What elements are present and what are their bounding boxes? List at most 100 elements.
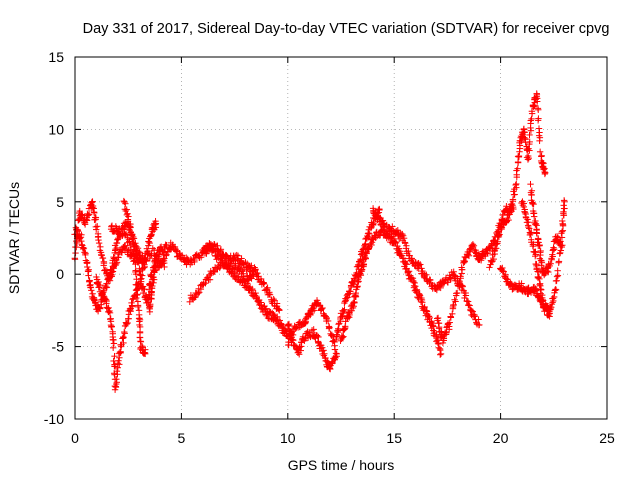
data-point bbox=[134, 254, 141, 261]
data-point bbox=[95, 278, 102, 286]
data-point bbox=[548, 256, 555, 263]
y-tick-label: -10 bbox=[44, 411, 64, 427]
data-point bbox=[156, 261, 164, 269]
data-point bbox=[518, 137, 525, 145]
data-point bbox=[271, 312, 278, 319]
data-point bbox=[476, 321, 483, 329]
data-point bbox=[379, 217, 387, 224]
data-point bbox=[133, 286, 141, 293]
x-tick-label: 10 bbox=[280, 430, 296, 446]
data-point bbox=[191, 256, 198, 264]
data-point bbox=[534, 274, 542, 282]
data-point bbox=[136, 321, 143, 329]
data-point bbox=[98, 252, 105, 259]
data-point bbox=[141, 285, 148, 293]
data-point bbox=[285, 338, 292, 346]
data-point bbox=[135, 259, 142, 266]
data-point bbox=[550, 245, 558, 253]
data-point bbox=[532, 221, 539, 228]
data-point bbox=[503, 203, 510, 210]
data-point bbox=[525, 223, 532, 231]
data-points bbox=[71, 90, 568, 393]
data-point bbox=[108, 267, 115, 274]
data-point bbox=[522, 136, 529, 143]
x-tick-label: 0 bbox=[71, 430, 79, 446]
data-point bbox=[347, 288, 354, 295]
data-point bbox=[79, 245, 87, 253]
data-point bbox=[122, 200, 129, 207]
data-point bbox=[486, 264, 493, 271]
data-point bbox=[417, 261, 424, 268]
data-point bbox=[449, 310, 456, 318]
data-point bbox=[85, 272, 92, 279]
data-point bbox=[549, 253, 556, 260]
y-tick-label: 15 bbox=[48, 49, 64, 65]
data-point bbox=[223, 261, 231, 268]
data-point bbox=[238, 255, 245, 262]
data-point bbox=[123, 320, 130, 327]
data-point bbox=[324, 317, 332, 325]
data-point bbox=[526, 131, 533, 139]
x-tick-label: 25 bbox=[599, 430, 615, 446]
data-point bbox=[549, 247, 557, 254]
data-point bbox=[560, 208, 567, 216]
data-point bbox=[425, 313, 433, 320]
data-point bbox=[92, 216, 99, 223]
data-point bbox=[192, 293, 199, 301]
data-point bbox=[375, 214, 383, 221]
data-point bbox=[405, 271, 412, 279]
data-point bbox=[152, 220, 160, 227]
data-point bbox=[183, 254, 190, 261]
data-point bbox=[499, 267, 506, 275]
data-point bbox=[262, 306, 269, 314]
data-point bbox=[130, 250, 138, 257]
data-point bbox=[305, 311, 313, 318]
data-point bbox=[119, 335, 126, 342]
data-point bbox=[89, 204, 96, 211]
y-tick-label: -5 bbox=[52, 339, 65, 355]
data-point bbox=[436, 351, 444, 358]
data-point bbox=[109, 263, 117, 270]
data-point bbox=[550, 293, 558, 301]
data-point bbox=[408, 255, 415, 262]
data-point bbox=[392, 239, 400, 247]
data-point bbox=[126, 238, 133, 245]
data-point bbox=[465, 252, 473, 259]
data-point bbox=[80, 244, 88, 252]
data-point bbox=[204, 247, 212, 255]
data-point bbox=[95, 236, 102, 244]
data-point bbox=[459, 283, 466, 290]
data-point bbox=[111, 352, 118, 360]
data-point bbox=[528, 115, 535, 123]
data-point bbox=[463, 297, 470, 305]
data-point bbox=[141, 263, 148, 271]
data-point bbox=[428, 319, 435, 326]
data-point bbox=[141, 257, 149, 265]
data-point bbox=[307, 311, 314, 319]
data-point bbox=[475, 316, 482, 323]
data-point bbox=[560, 205, 568, 212]
data-point bbox=[549, 295, 557, 302]
data-point bbox=[149, 282, 156, 290]
data-point bbox=[530, 103, 537, 111]
data-point bbox=[270, 295, 277, 303]
data-point bbox=[450, 301, 457, 309]
data-point bbox=[399, 230, 406, 238]
data-point bbox=[527, 230, 534, 237]
data-point bbox=[78, 211, 86, 218]
data-point bbox=[137, 338, 145, 345]
data-point bbox=[252, 266, 259, 273]
data-point bbox=[254, 270, 261, 277]
data-point bbox=[451, 274, 458, 282]
data-point bbox=[318, 305, 325, 312]
data-point bbox=[495, 232, 503, 239]
data-point bbox=[84, 263, 91, 271]
data-point bbox=[532, 220, 540, 227]
data-point bbox=[86, 278, 93, 285]
data-point bbox=[554, 267, 561, 274]
data-point bbox=[527, 180, 534, 188]
data-point bbox=[525, 225, 533, 232]
data-point bbox=[551, 287, 559, 294]
data-point bbox=[134, 291, 141, 298]
data-point bbox=[95, 239, 103, 247]
